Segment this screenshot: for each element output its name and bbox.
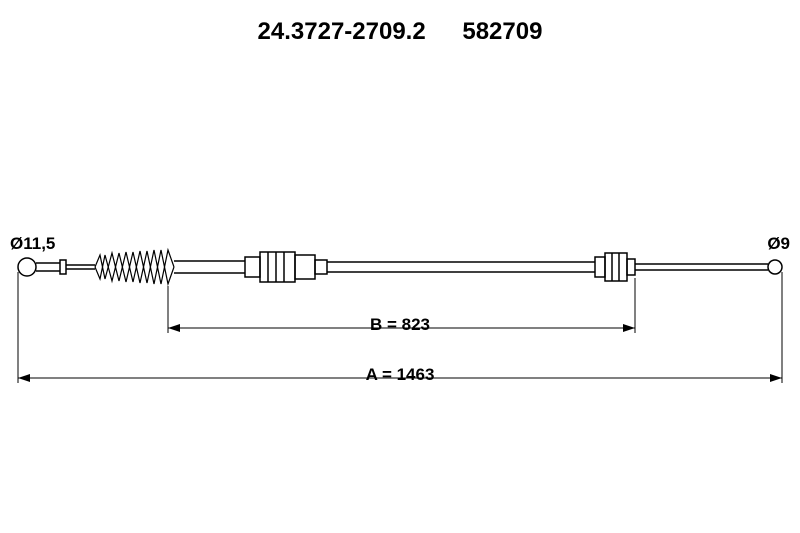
part-number-2: 582709 <box>462 18 542 45</box>
cable-diagram <box>0 60 800 530</box>
left-diameter-label: Ø11,5 <box>10 234 55 254</box>
dimension-b-label: B = 823 <box>370 315 430 335</box>
header: 24.3727-2709.2 582709 <box>0 0 800 46</box>
right-diameter-label: Ø9 <box>767 234 790 254</box>
part-number-1: 24.3727-2709.2 <box>258 18 426 45</box>
diagram-container: Ø11,5 Ø9 B = 823 A = 1463 <box>0 60 800 530</box>
dimension-a-label: A = 1463 <box>366 365 435 385</box>
